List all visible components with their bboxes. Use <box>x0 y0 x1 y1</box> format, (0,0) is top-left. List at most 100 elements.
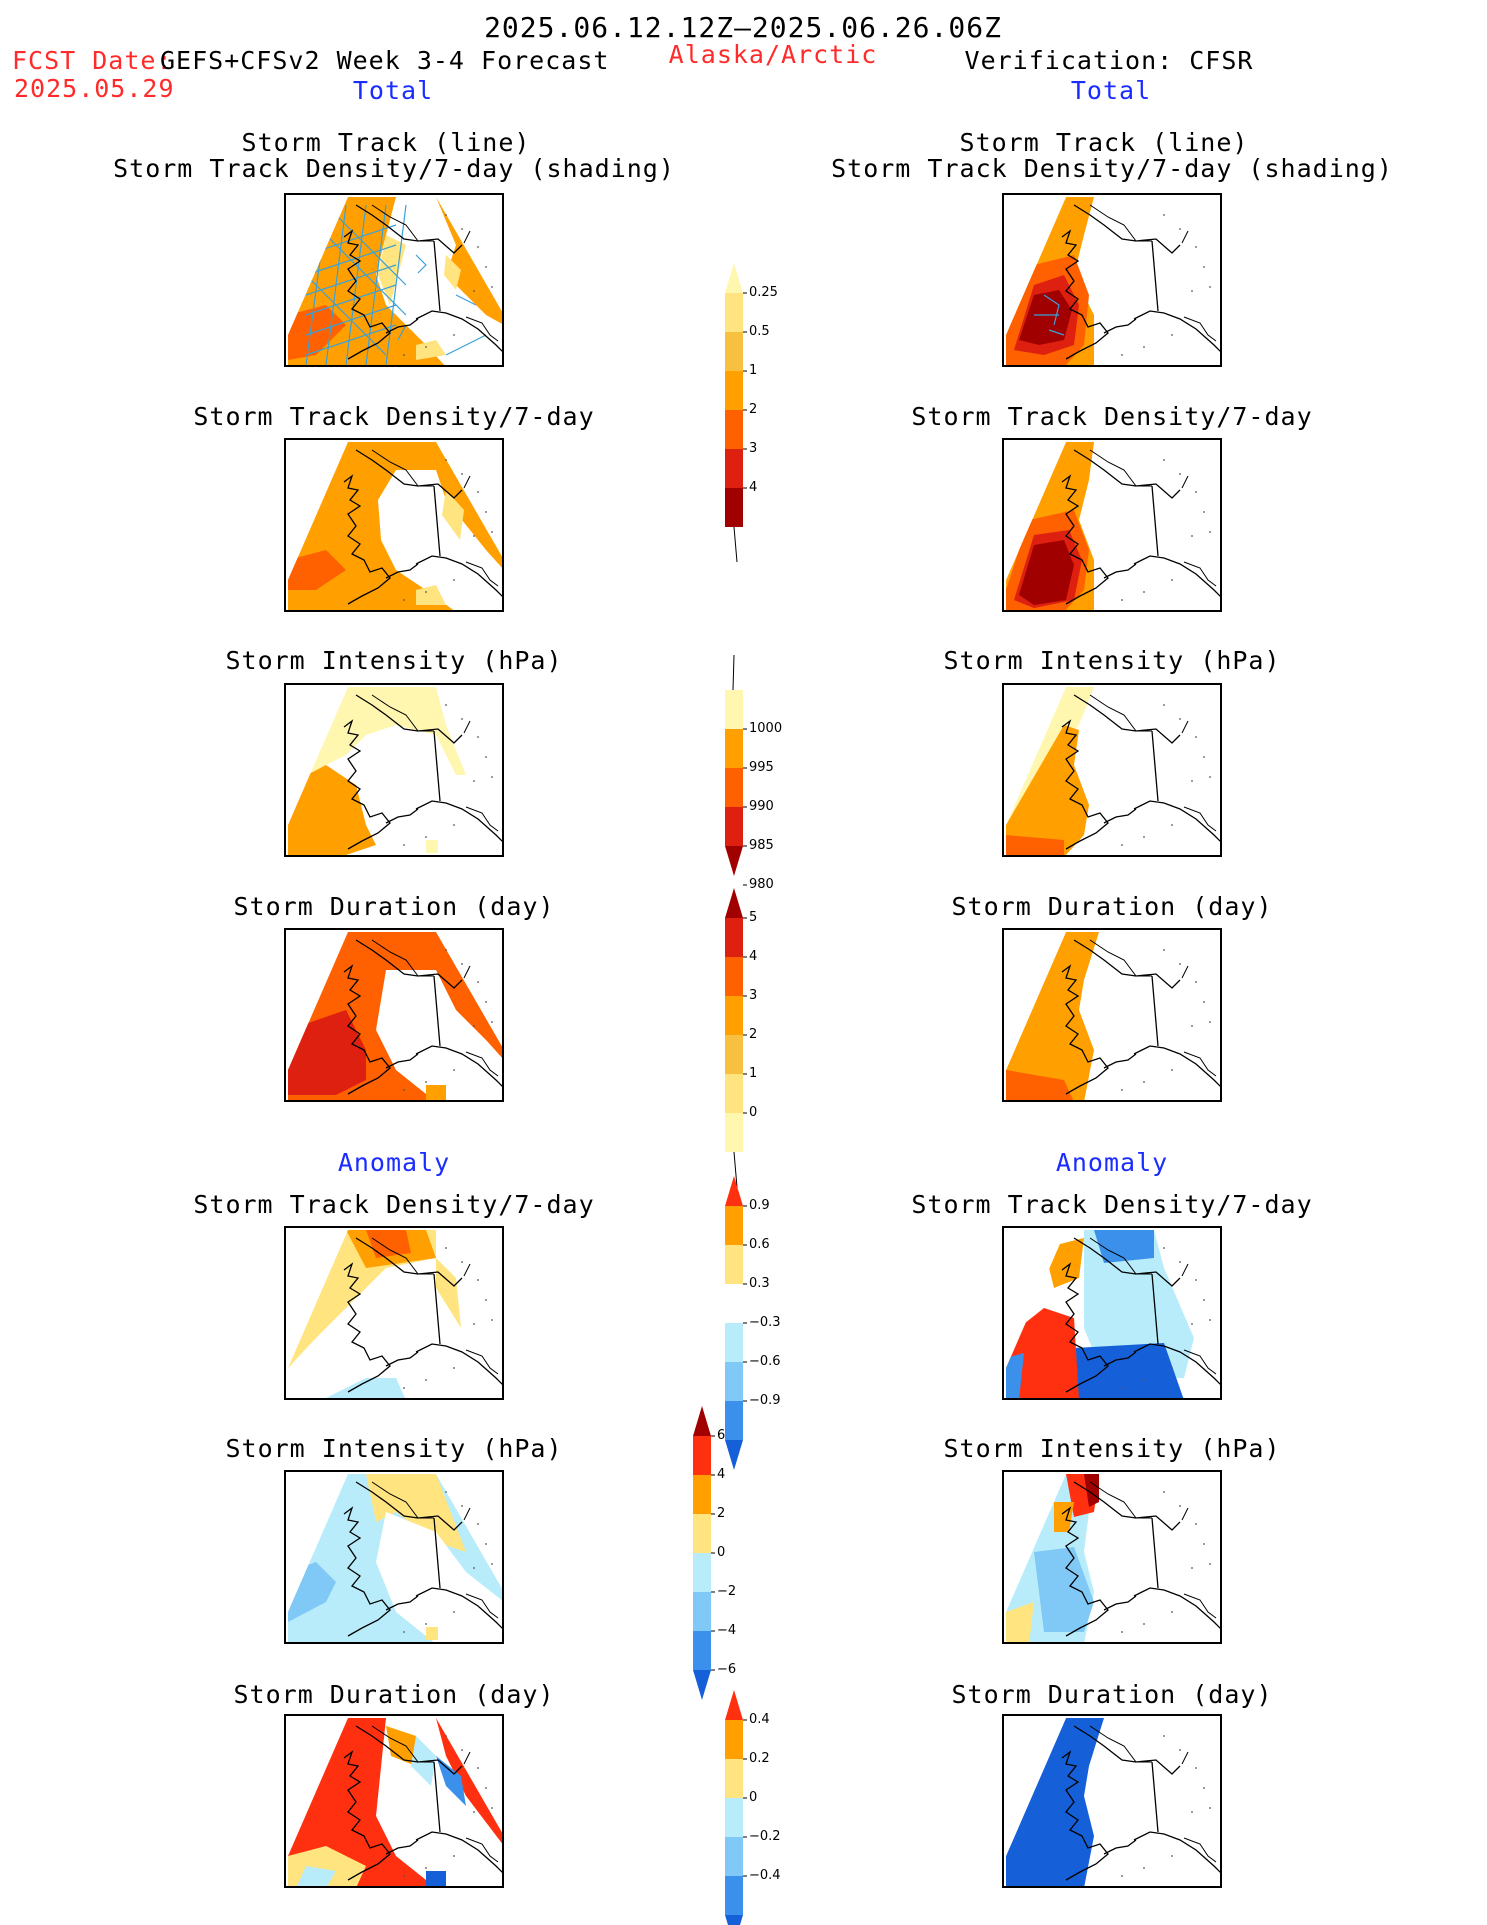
colorbar-tick-label: −2 <box>717 1584 737 1599</box>
colorbar-tick-label: 0 <box>749 1790 758 1805</box>
colorbar-tick-label: −6 <box>717 1662 737 1677</box>
colorbar-swatch <box>725 1323 743 1362</box>
colorbar-swatch <box>693 1553 711 1592</box>
map-intensity-verification <box>1002 683 1222 857</box>
colorbar-swatch <box>725 807 743 846</box>
colorbar-tick-label: 0.25 <box>749 285 778 300</box>
map-density-verification <box>1002 438 1222 612</box>
colorbar-tick-label: 0.5 <box>749 324 770 339</box>
title-intensity-left: Storm Intensity (hPa) <box>225 646 563 675</box>
colorbar-swatch <box>725 1759 743 1798</box>
title-intensity-anom-left: Storm Intensity (hPa) <box>225 1434 563 1463</box>
colorbar-density-anomaly: 0.9 0.6 0.3 −0.3 −0.6 −0.9 <box>725 1176 815 1470</box>
map-duration-anomaly-verification <box>1002 1714 1222 1888</box>
colorbar-swatch <box>725 263 743 293</box>
colorbar-swatch <box>725 1206 743 1245</box>
map-duration-anomaly-forecast <box>284 1714 504 1888</box>
colorbar-swatch <box>725 293 743 332</box>
colorbar-intensity-anomaly: 6 4 2 0 −2 −4 −6 <box>693 1406 783 1716</box>
colorbar-swatch <box>693 1436 711 1475</box>
colorbar-tick-label: −4 <box>717 1623 737 1638</box>
colorbar-tick-label: 985 <box>749 838 774 853</box>
map-track-verification <box>1002 193 1222 367</box>
colorbar-intensity-total: 1000 995 990 985 980 <box>725 654 815 892</box>
map-density-forecast <box>284 438 504 612</box>
colorbar-tick-label: 1000 <box>749 721 783 736</box>
colorbar-swatch <box>725 1362 743 1401</box>
section-total-right: Total <box>1070 76 1152 105</box>
fcst-date: 2025.05.29 <box>14 74 175 103</box>
title-track-line-right: Storm Track (line) <box>959 128 1249 157</box>
section-anomaly-left: Anomaly <box>337 1148 451 1177</box>
colorbar-swatch <box>725 449 743 488</box>
colorbar-tick-label: 4 <box>749 480 758 495</box>
map-density-anomaly-forecast <box>284 1226 504 1400</box>
map-density-anomaly-verification <box>1002 1226 1222 1400</box>
colorbar-swatch <box>725 371 743 410</box>
colorbar-tick-label: 0.2 <box>749 1751 770 1766</box>
colorbar-swatch <box>725 690 743 729</box>
colorbar-swatch <box>725 1798 743 1837</box>
colorbar-tick-label: 5 <box>749 910 758 925</box>
colorbar-swatch <box>725 1245 743 1284</box>
title-duration-anom-left: Storm Duration (day) <box>233 1680 555 1709</box>
colorbar-swatch <box>725 1074 743 1113</box>
colorbar-tail <box>732 654 735 691</box>
colorbar-swatch <box>725 332 743 371</box>
map-intensity-forecast <box>284 683 504 857</box>
colorbar-tick-label: 2 <box>717 1506 726 1521</box>
colorbar-tick-label: 2 <box>749 402 758 417</box>
colorbar-swatch <box>725 1035 743 1074</box>
colorbar-swatch <box>725 957 743 996</box>
map-duration-verification <box>1002 928 1222 1102</box>
model-label: GEFS+CFSv2 Week 3-4 Forecast <box>160 46 610 75</box>
title-density-anom-left: Storm Track Density/7-day <box>193 1190 595 1219</box>
colorbar-tick-label: 0.4 <box>749 1712 770 1727</box>
colorbar-tick-label: 995 <box>749 760 774 775</box>
fcst-label: FCST Date: <box>12 46 173 75</box>
colorbar-tick-label: −0.4 <box>749 1868 781 1883</box>
period-title: 2025.06.12.12Z–2025.06.26.06Z <box>484 11 1002 44</box>
colorbar-tick-label: 0 <box>717 1545 726 1560</box>
colorbar-swatch <box>725 996 743 1035</box>
colorbar-swatch <box>725 846 743 876</box>
colorbar-swatch <box>725 488 743 527</box>
title-track-shading-left: Storm Track Density/7-day (shading) <box>113 154 675 183</box>
colorbar-swatch <box>693 1670 711 1700</box>
colorbar-tick-label: 0.9 <box>749 1198 770 1213</box>
colorbar-swatch <box>725 918 743 957</box>
colorbar-swatch <box>725 1284 743 1323</box>
colorbar-tick-label: 1 <box>749 363 758 378</box>
colorbar-swatch <box>693 1592 711 1631</box>
section-total-left: Total <box>352 76 434 105</box>
colorbar-swatch <box>725 1876 743 1915</box>
colorbar-tick-label: 1 <box>749 1066 758 1081</box>
colorbar-swatch <box>725 888 743 918</box>
colorbar-swatch <box>725 729 743 768</box>
colorbar-tick-label: 4 <box>717 1467 726 1482</box>
colorbar-swatch <box>693 1475 711 1514</box>
verification-label: Verification: CFSR <box>964 46 1254 75</box>
colorbar-tick-label: 980 <box>749 877 774 892</box>
colorbar-duration-total: 5 4 3 2 1 0 <box>725 888 815 1188</box>
colorbar-tick-label: 3 <box>749 988 758 1003</box>
colorbar-tick-label: −0.3 <box>749 1315 781 1330</box>
colorbar-tail <box>733 1151 738 1188</box>
title-track-shading-right: Storm Track Density/7-day (shading) <box>831 154 1393 183</box>
title-density-right: Storm Track Density/7-day <box>911 402 1313 431</box>
colorbar-tick-label: −0.9 <box>749 1393 781 1408</box>
colorbar-tail <box>733 526 738 563</box>
section-anomaly-right: Anomaly <box>1055 1148 1169 1177</box>
title-density-left: Storm Track Density/7-day <box>193 402 595 431</box>
colorbar-tick-label: 0 <box>749 1105 758 1120</box>
colorbar-swatch <box>725 1440 743 1470</box>
title-duration-left: Storm Duration (day) <box>233 892 555 921</box>
colorbar-swatch <box>725 1401 743 1440</box>
colorbar-tick-label: 990 <box>749 799 774 814</box>
title-duration-right: Storm Duration (day) <box>951 892 1273 921</box>
colorbar-tick-label: 6 <box>717 1428 726 1443</box>
colorbar-tick-label: 0.6 <box>749 1237 770 1252</box>
title-intensity-right: Storm Intensity (hPa) <box>943 646 1281 675</box>
colorbar-swatch <box>725 1720 743 1759</box>
map-duration-forecast <box>284 928 504 1102</box>
